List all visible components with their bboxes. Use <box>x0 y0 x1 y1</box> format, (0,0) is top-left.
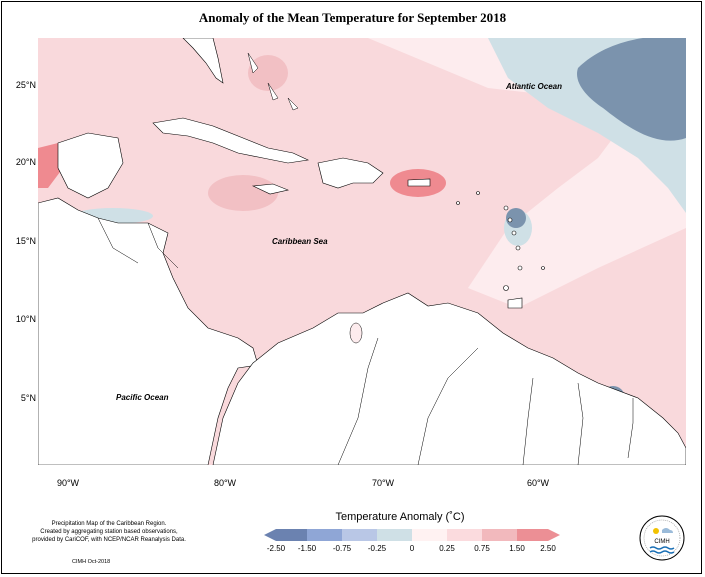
legend-swatch <box>377 529 412 541</box>
legend-tick-label: 0.75 <box>474 544 490 553</box>
lon-label-80w: 80°W <box>213 478 237 488</box>
lon-label-70w: 70°W <box>371 478 395 488</box>
lat-label-25n: 25°N <box>15 80 36 90</box>
place-pacific-ocean: Pacific Ocean <box>116 393 169 402</box>
legend-tick-label: 0.25 <box>439 544 455 553</box>
land-florida <box>182 38 224 84</box>
warm-spot-bahamas <box>248 55 288 91</box>
legend-swatch <box>447 529 482 541</box>
credits-line-3: provided by CariCOF, with NCEP/NCAR Rean… <box>32 537 186 543</box>
legend-tick-label: 1.50 <box>509 544 525 553</box>
credits-line-1: Precipitation Map of the Caribbean Regio… <box>51 521 167 527</box>
legend-swatch <box>482 529 517 541</box>
cimh-logo: CIMH <box>639 515 685 561</box>
lat-label-5n: 5°N <box>20 393 36 403</box>
legend-swatch <box>307 529 342 541</box>
strong-cool-patch <box>577 38 686 141</box>
legend-swatch <box>342 529 377 541</box>
lake-maracaibo <box>349 322 363 344</box>
legend-colorbar <box>264 529 560 541</box>
country-borders <box>97 217 634 465</box>
land-yucatan <box>57 132 124 199</box>
lon-label-90w: 90°W <box>56 478 80 488</box>
legend-tick-label: 2.50 <box>540 544 556 553</box>
land-puerto-rico <box>407 178 431 187</box>
map-title: Anomaly of the Mean Temperature for Sept… <box>198 10 507 25</box>
legend-swatch <box>517 529 560 541</box>
legend-swatch <box>264 529 307 541</box>
credits-line-2: Created by aggregating station based obs… <box>40 529 178 535</box>
land-south-america <box>212 292 686 465</box>
credits-date: CIMH Oct-2018 <box>72 559 111 565</box>
land-cuba <box>152 117 310 164</box>
land-central-america <box>38 197 259 465</box>
land-bahamas <box>247 52 299 111</box>
lat-label-20n: 20°N <box>15 157 36 167</box>
legend-swatch <box>412 529 447 541</box>
land-hispaniola <box>317 157 384 189</box>
place-atlantic-ocean: Atlantic Ocean <box>506 82 563 91</box>
legend-tick-label: -2.50 <box>266 544 286 553</box>
land-trinidad <box>507 297 523 309</box>
cool-spot-lesser-antilles <box>506 208 526 228</box>
legend-tick-label: -0.25 <box>367 544 387 553</box>
land-lesser-antilles <box>456 191 545 291</box>
legend-tick-label: -1.50 <box>297 544 317 553</box>
warm-spot-jamaica <box>208 175 278 211</box>
credits-block: Precipitation Map of the Caribbean Regio… <box>24 520 194 544</box>
warm-spot-yucatan <box>38 143 63 188</box>
lat-label-15n: 15°N <box>15 236 36 246</box>
anomaly-map <box>38 38 686 465</box>
place-caribbean-sea: Caribbean Sea <box>272 237 328 246</box>
lon-label-60w: 60°W <box>526 478 550 488</box>
logo-text: CIMH <box>654 539 669 545</box>
map-panel <box>38 38 686 465</box>
land-jamaica <box>251 183 290 195</box>
legend-tick-label: 0 <box>409 544 415 553</box>
legend-tick-label: -0.75 <box>332 544 352 553</box>
legend-title: Temperature Anomaly (˚C) <box>335 511 465 523</box>
lat-label-10n: 10°N <box>15 314 36 324</box>
